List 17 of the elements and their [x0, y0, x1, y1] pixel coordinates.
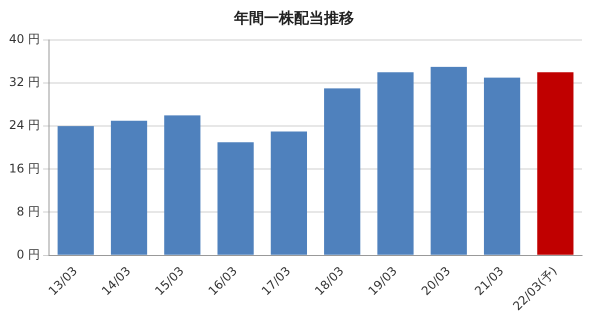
- y-tick-label: 0 円: [16, 247, 40, 262]
- bar: [377, 72, 414, 255]
- bar: [430, 66, 467, 255]
- bar: [270, 131, 308, 255]
- bar: [110, 120, 148, 255]
- y-tick-label: 24 円: [8, 118, 40, 132]
- y-tick-label: 32 円: [8, 75, 40, 90]
- bar: [58, 126, 94, 255]
- bar: [537, 72, 574, 255]
- chart-title: 年間一株配当推移: [233, 8, 354, 27]
- y-tick-label: 40 円: [8, 32, 40, 46]
- bar: [164, 115, 200, 255]
- bar: [217, 142, 254, 255]
- y-tick-label: 16 円: [8, 161, 40, 176]
- bar: [324, 88, 360, 255]
- y-tick-label: 8 円: [16, 204, 40, 218]
- bar: [484, 78, 520, 255]
